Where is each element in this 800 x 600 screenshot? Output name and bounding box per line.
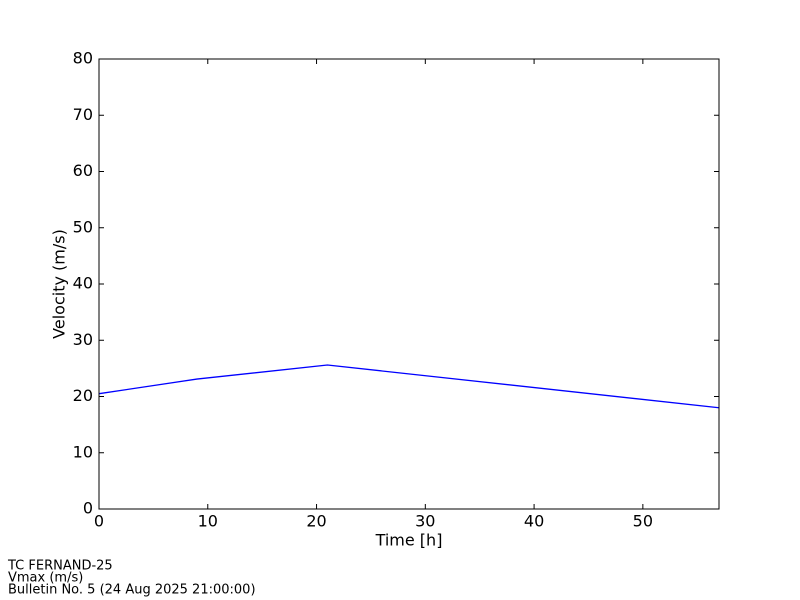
footer-line: TC FERNAND-25 (7, 559, 113, 574)
x-tick-label: 40 (524, 512, 544, 531)
y-tick-label: 80 (73, 49, 93, 68)
y-tick-label: 40 (73, 274, 93, 293)
y-axis-label: Velocity (m/s) (50, 229, 69, 339)
plot-frame (98, 58, 720, 510)
footer-line: Bulletin No. 5 (24 Aug 2025 21:00:00) (8, 583, 256, 598)
x-tick-label: 50 (633, 512, 653, 531)
footer-line: Vmax (m/s) (8, 571, 83, 586)
x-tick-label: 20 (306, 512, 326, 531)
y-tick-label: 70 (73, 105, 93, 124)
y-tick-label: 0 (83, 499, 93, 518)
y-tick-label: 30 (73, 330, 93, 349)
y-tick-label: 20 (73, 386, 93, 405)
x-tick-label: 10 (198, 512, 218, 531)
x-tick-label: 30 (415, 512, 435, 531)
y-tick-label: 60 (73, 161, 93, 180)
y-tick-label: 50 (73, 217, 93, 236)
data-line (98, 364, 720, 409)
x-axis-label: Time [h] (375, 531, 443, 550)
y-tick-label: 10 (73, 442, 93, 461)
x-tick-label: 0 (94, 512, 104, 531)
